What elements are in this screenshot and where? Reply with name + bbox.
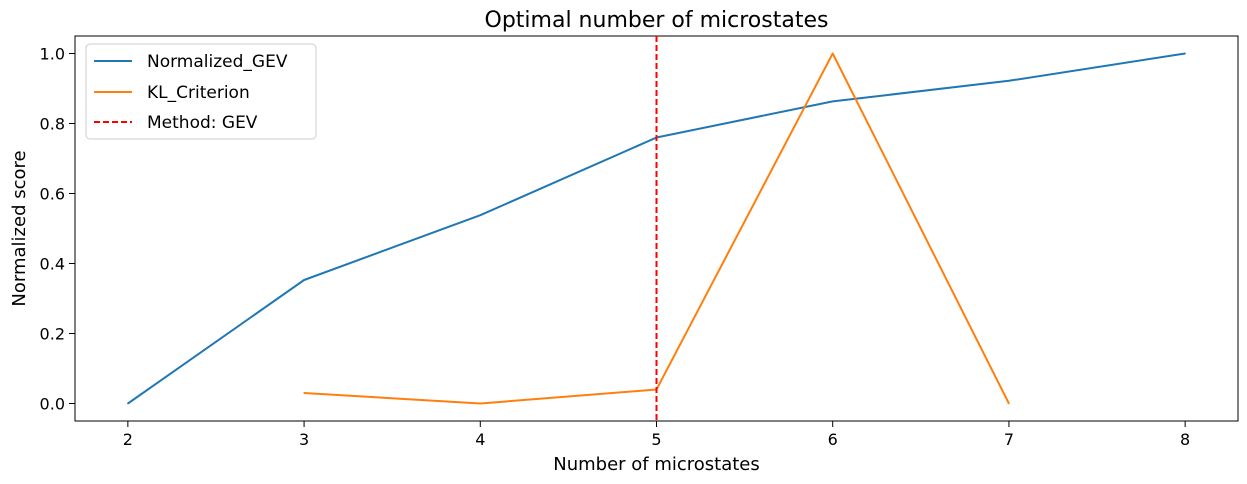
data-point-kl-criterion-4 [479,402,482,405]
y-tick-label-0.6: 0.6 [40,185,65,204]
data-point-kl-criterion-6 [831,52,834,55]
legend-label-kl-criterion: KL_Criterion [147,83,250,103]
chart-title: Optimal number of microstates [485,8,829,33]
legend-label-normalized-gev: Normalized_GEV [147,52,288,72]
y-tick-label-0.8: 0.8 [40,115,65,134]
x-tick-label-2: 2 [123,430,133,449]
x-tick-label-4: 4 [475,430,485,449]
data-point-kl-criterion-7 [1008,402,1010,405]
x-tick-label-8: 8 [1180,430,1190,449]
y-tick-label-0.0: 0.0 [40,395,65,414]
plot-area: 2 3 4 5 6 7 8 0.0 0.2 0.4 0.6 0.8 1.0 [40,35,1239,449]
legend-box [85,43,317,140]
data-point-normalized-gev-7 [1008,80,1010,82]
data-point-normalized-gev-2 [127,402,129,405]
x-tick-label-7: 7 [1004,430,1014,449]
y-tick-label-0.2: 0.2 [40,325,65,344]
y-axis-ticks: 0.0 0.2 0.4 0.6 0.8 1.0 [40,45,75,414]
data-point-normalized-gev-3 [303,279,305,281]
data-point-normalized-gev-4 [479,214,482,216]
y-tick-label-0.4: 0.4 [40,255,65,274]
data-point-normalized-gev-8 [1184,52,1186,55]
y-axis-label: Normalized score [9,150,30,306]
data-point-normalized-gev-6 [831,100,834,103]
series-layer [127,36,1186,421]
legend-label-method-gev: Method: GEV [147,113,258,133]
data-point-kl-criterion-3 [303,392,305,394]
x-axis-label: Number of microstates [553,454,760,475]
legend: Normalized_GEV KL_Criterion Method: GEV [85,43,317,140]
x-axis-ticks: 2 3 4 5 6 7 8 [123,421,1190,449]
x-tick-label-5: 5 [651,430,661,449]
x-tick-label-6: 6 [828,430,838,449]
y-tick-label-1.0: 1.0 [40,45,65,64]
x-tick-label-3: 3 [299,430,309,449]
